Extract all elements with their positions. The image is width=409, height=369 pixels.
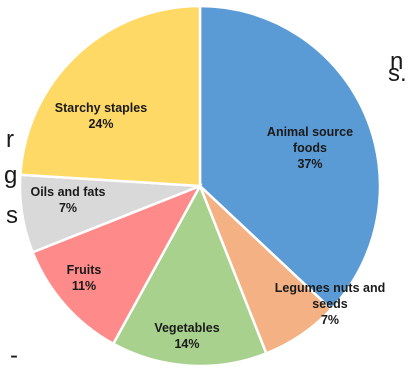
slice-name-label: foods bbox=[293, 141, 327, 155]
slice-name-label: Legumes nuts and bbox=[275, 281, 385, 295]
slice-name-label: Fruits bbox=[67, 263, 102, 277]
slice-percent-label: 11% bbox=[72, 279, 96, 293]
slice-percent-label: 14% bbox=[174, 337, 199, 351]
slice-name-label: Vegetables bbox=[154, 321, 219, 335]
slice-percent-label: 37% bbox=[297, 157, 322, 171]
slice-percent-label: 7% bbox=[321, 313, 339, 327]
slice-name-label: Oils and fats bbox=[30, 185, 105, 199]
slice-name-label: Animal source bbox=[267, 125, 353, 139]
pie-slice bbox=[20, 6, 200, 186]
slice-name-label: Starchy staples bbox=[55, 101, 147, 115]
slice-name-label: seeds bbox=[312, 297, 347, 311]
slice-percent-label: 24% bbox=[88, 117, 113, 131]
slice-percent-label: 7% bbox=[59, 201, 77, 215]
